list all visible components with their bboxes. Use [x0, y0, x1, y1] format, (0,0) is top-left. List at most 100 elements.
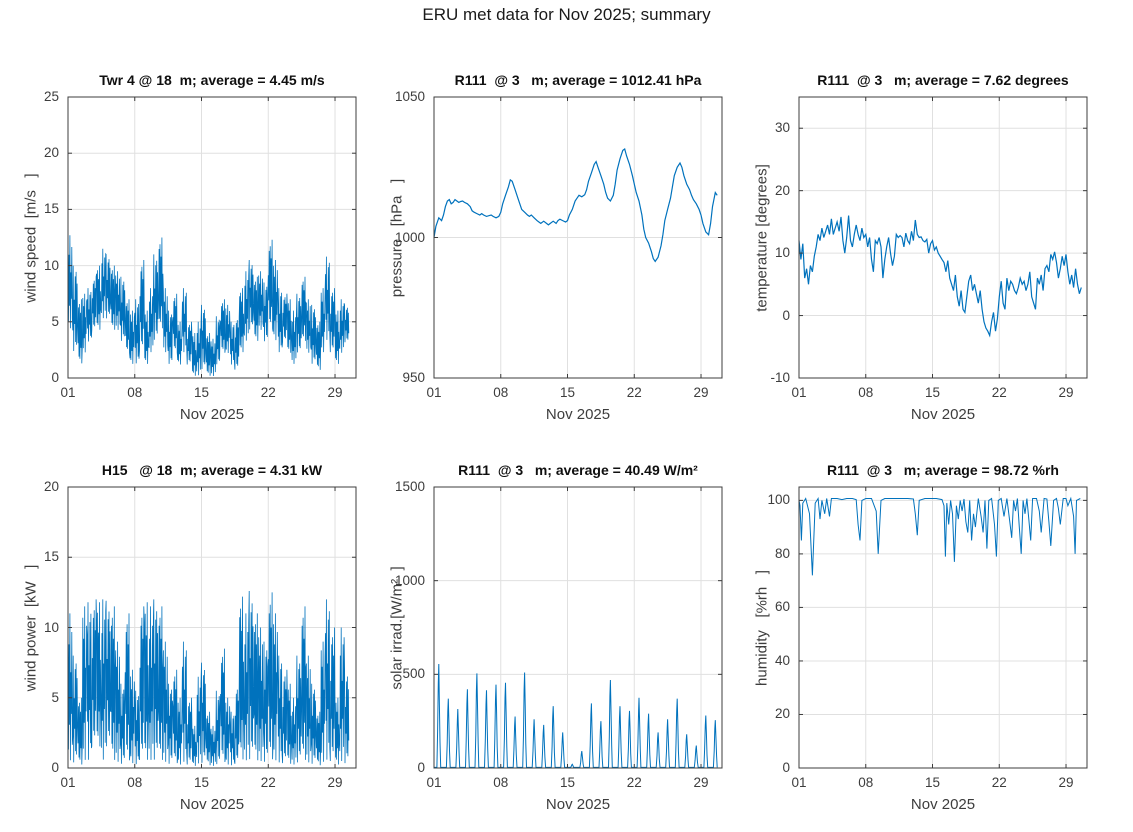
subplot-title: Twr 4 @ 18 m; average = 4.45 m/s	[99, 72, 325, 88]
y-tick-label: 20	[43, 479, 59, 494]
y-tick-label: 40	[774, 652, 790, 668]
subplot-solar-irradiance: R111 @ 3 m; average = 40.49 W/m² 0 500 1000…	[366, 450, 743, 832]
y-tick-label: 0	[417, 760, 425, 775]
x-axis-label: Nov 2025	[545, 406, 611, 423]
data-series-line	[67, 590, 350, 766]
x-tick-label: 08	[493, 775, 509, 790]
x-tick-label: 15	[193, 775, 210, 790]
axes-box	[433, 486, 723, 769]
x-axis-label: Nov 2025	[179, 406, 245, 423]
subplot-wind-power: H15 @ 18 m; average = 4.31 kW 0 5 10 15 20 01 0…	[0, 450, 377, 832]
y-tick-label: 5	[51, 689, 59, 705]
y-axis-label: temperature [degrees]	[753, 163, 771, 312]
y-tick-label: 20	[774, 706, 790, 722]
y-tick-label: 20	[43, 145, 59, 161]
subplot-temperature: R111 @ 3 m; average = 7.62 degrees -10 0 10…	[731, 60, 1108, 442]
x-tick-label: 29	[1058, 775, 1074, 790]
plot-area	[433, 486, 723, 769]
x-axis-label: Nov 2025	[179, 796, 245, 813]
y-tick-label: 80	[774, 545, 790, 561]
y-tick-label: 1000	[394, 572, 425, 588]
subplot-wind-speed: Twr 4 @ 18 m; average = 4.45 m/s 0 5 10 15 20…	[0, 60, 377, 442]
x-tick-label: 01	[791, 775, 807, 790]
y-tick-label: 0	[51, 760, 59, 775]
data-series-line	[434, 663, 718, 768]
x-tick-label: 22	[260, 385, 276, 400]
y-tick-label: 10	[774, 245, 790, 261]
subplot-pressure: R111 @ 3 m; average = 1012.41 hPa 950 1000…	[366, 60, 743, 442]
subplot-title: R111 @ 3 m; average = 7.62 degrees	[817, 72, 1069, 88]
x-tick-label: 29	[327, 385, 343, 400]
subplot-title: R111 @ 3 m; average = 98.72 %rh	[827, 462, 1059, 478]
y-tick-label: 5	[51, 313, 59, 329]
x-tick-label: 01	[426, 775, 442, 790]
plot-area	[798, 96, 1088, 379]
y-tick-label: 30	[774, 120, 790, 136]
x-tick-label: 29	[693, 775, 709, 790]
y-axis-label: wind speed [m/s ]	[22, 172, 40, 303]
y-tick-label: 15	[43, 549, 59, 565]
data-series-line	[433, 147, 718, 263]
x-tick-label: 08	[127, 385, 143, 400]
x-axis-label: Nov 2025	[910, 406, 976, 423]
subplot-title: R111 @ 3 m; average = 1012.41 hPa	[454, 72, 702, 88]
y-tick-label: 500	[402, 666, 425, 682]
y-tick-label: 10	[43, 619, 59, 635]
y-tick-label: 1000	[394, 229, 425, 245]
y-axis-label: humidity [%rh ]	[753, 569, 771, 686]
y-tick-label: 0	[782, 307, 790, 323]
y-tick-label: 0	[782, 760, 790, 775]
data-series-line	[67, 235, 350, 377]
x-tick-label: 01	[60, 385, 76, 400]
x-tick-label: 22	[991, 385, 1007, 400]
x-tick-label: 15	[924, 385, 941, 400]
y-tick-label: 15	[43, 201, 59, 217]
y-axis-label: solar irrad.[W/m² ]	[388, 565, 406, 690]
x-tick-label: 08	[858, 775, 874, 790]
x-tick-label: 08	[127, 775, 143, 790]
plot-area	[67, 96, 357, 379]
y-tick-label: 10	[43, 257, 59, 273]
data-series-line	[798, 215, 1082, 338]
axes-box	[798, 96, 1088, 379]
x-tick-label: 15	[193, 385, 210, 400]
x-tick-label: 29	[1058, 385, 1074, 400]
x-tick-label: 01	[426, 385, 442, 400]
x-tick-label: 15	[559, 775, 576, 790]
x-tick-label: 22	[626, 775, 642, 790]
x-tick-label: 29	[693, 385, 709, 400]
y-tick-label: 100	[767, 492, 790, 508]
plot-area	[433, 96, 723, 379]
plot-area	[67, 486, 357, 769]
x-tick-label: 01	[60, 775, 76, 790]
y-tick-label: 1050	[394, 89, 425, 104]
x-tick-label: 15	[559, 385, 576, 400]
y-axis-label: pressure [hPa ]	[388, 178, 406, 297]
x-tick-label: 15	[924, 775, 941, 790]
x-tick-label: 29	[327, 775, 343, 790]
axes-box	[67, 96, 357, 379]
axes-box	[798, 486, 1088, 769]
y-tick-label: -10	[770, 370, 790, 385]
subplot-title: H15 @ 18 m; average = 4.31 kW	[101, 462, 323, 478]
y-tick-label: 0	[51, 370, 59, 385]
x-tick-label: 08	[858, 385, 874, 400]
y-tick-label: 20	[774, 182, 790, 198]
x-axis-label: Nov 2025	[910, 796, 976, 813]
y-tick-label: 1500	[394, 479, 425, 494]
figure-title: ERU met data for Nov 2025; summary	[422, 5, 711, 24]
x-axis-label: Nov 2025	[545, 796, 611, 813]
subplot-humidity: R111 @ 3 m; average = 98.72 %rh 0 20 40 60 80…	[731, 450, 1108, 832]
x-tick-label: 01	[791, 385, 807, 400]
y-tick-label: 60	[774, 599, 790, 615]
x-tick-label: 22	[626, 385, 642, 400]
y-tick-label: 25	[43, 89, 59, 104]
y-tick-label: 950	[402, 370, 425, 385]
subplot-title: R111 @ 3 m; average = 40.49 W/m²	[458, 462, 698, 478]
plot-area	[798, 486, 1088, 769]
x-tick-label: 22	[260, 775, 276, 790]
x-tick-label: 22	[991, 775, 1007, 790]
data-series-line	[798, 496, 1081, 576]
y-axis-label: wind power [kW ]	[22, 564, 40, 691]
